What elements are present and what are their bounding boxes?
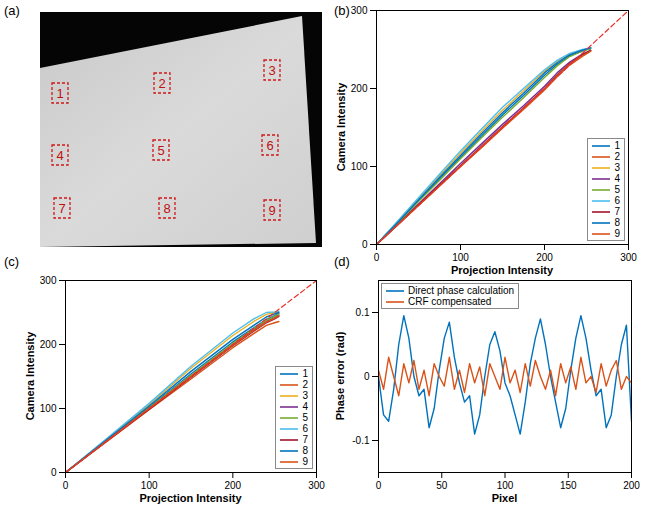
html-text:1: 1 xyxy=(302,368,308,379)
svg-text:200: 200 xyxy=(623,480,640,491)
svg-text:1: 1 xyxy=(56,86,63,101)
html-text:9: 9 xyxy=(302,456,308,467)
svg-text:200: 200 xyxy=(351,83,368,94)
svg-text:300: 300 xyxy=(351,5,368,16)
html-text:6: 6 xyxy=(614,195,620,206)
svg-text:7: 7 xyxy=(58,201,65,216)
html-text:4: 4 xyxy=(614,173,620,184)
html-text:7: 7 xyxy=(302,434,308,445)
html-text:8: 8 xyxy=(302,445,308,456)
svg-text:300: 300 xyxy=(40,275,57,286)
svg-text:0: 0 xyxy=(374,252,380,263)
html-text:6: 6 xyxy=(302,423,308,434)
html-text:Camera Intensity: Camera Intensity xyxy=(23,331,36,421)
svg-text:0: 0 xyxy=(51,467,57,478)
html-text:8: 8 xyxy=(614,217,620,228)
html-text:(b): (b) xyxy=(334,3,350,18)
svg-text:3: 3 xyxy=(268,63,275,78)
html-text:(d): (d) xyxy=(334,254,350,269)
svg-text:300: 300 xyxy=(620,252,637,263)
svg-text:5: 5 xyxy=(157,143,164,158)
svg-text:100: 100 xyxy=(40,403,57,414)
html-text:3: 3 xyxy=(302,390,308,401)
html-text:CRF compensated: CRF compensated xyxy=(408,296,492,307)
html-text:Phase error (rad): Phase error (rad) xyxy=(333,331,346,421)
svg-text:0: 0 xyxy=(63,480,69,491)
svg-text:200: 200 xyxy=(40,339,57,350)
html-text:3: 3 xyxy=(614,162,620,173)
svg-text:100: 100 xyxy=(452,252,469,263)
svg-text:6: 6 xyxy=(266,138,273,153)
svg-text:8: 8 xyxy=(163,201,170,216)
html-text:(c): (c) xyxy=(4,254,20,269)
html-text:5: 5 xyxy=(614,184,620,195)
svg-text:2: 2 xyxy=(158,76,165,91)
svg-text:150: 150 xyxy=(560,480,577,491)
html-text:Projection Intensity: Projection Intensity xyxy=(139,492,242,504)
svg-text:9: 9 xyxy=(268,203,275,218)
html-text:9: 9 xyxy=(614,228,620,239)
svg-text:0: 0 xyxy=(362,239,368,250)
svg-text:0.1: 0.1 xyxy=(356,307,370,318)
svg-text:-0.1: -0.1 xyxy=(352,435,370,446)
html-text:4: 4 xyxy=(302,401,308,412)
svg-text:100: 100 xyxy=(497,480,514,491)
html-text:2: 2 xyxy=(614,151,620,162)
svg-text:100: 100 xyxy=(141,480,158,491)
html-text:7: 7 xyxy=(614,206,620,217)
svg-text:300: 300 xyxy=(308,480,325,491)
html-text:2: 2 xyxy=(302,379,308,390)
html-text:(a): (a) xyxy=(4,3,20,18)
html-text:Camera Intensity: Camera Intensity xyxy=(334,82,347,172)
svg-text:200: 200 xyxy=(224,480,241,491)
html-text:5: 5 xyxy=(302,412,308,423)
html-text:Projection Intensity: Projection Intensity xyxy=(451,264,553,276)
html-text:1: 1 xyxy=(614,140,620,151)
svg-text:0: 0 xyxy=(364,371,370,382)
svg-text:0: 0 xyxy=(376,480,382,491)
svg-text:50: 50 xyxy=(436,480,448,491)
svg-text:100: 100 xyxy=(351,161,368,172)
html-text:Pixel: Pixel xyxy=(491,492,518,504)
svg-text:4: 4 xyxy=(56,148,63,163)
html-text:Direct phase calculation: Direct phase calculation xyxy=(408,285,515,296)
svg-text:200: 200 xyxy=(536,252,553,263)
